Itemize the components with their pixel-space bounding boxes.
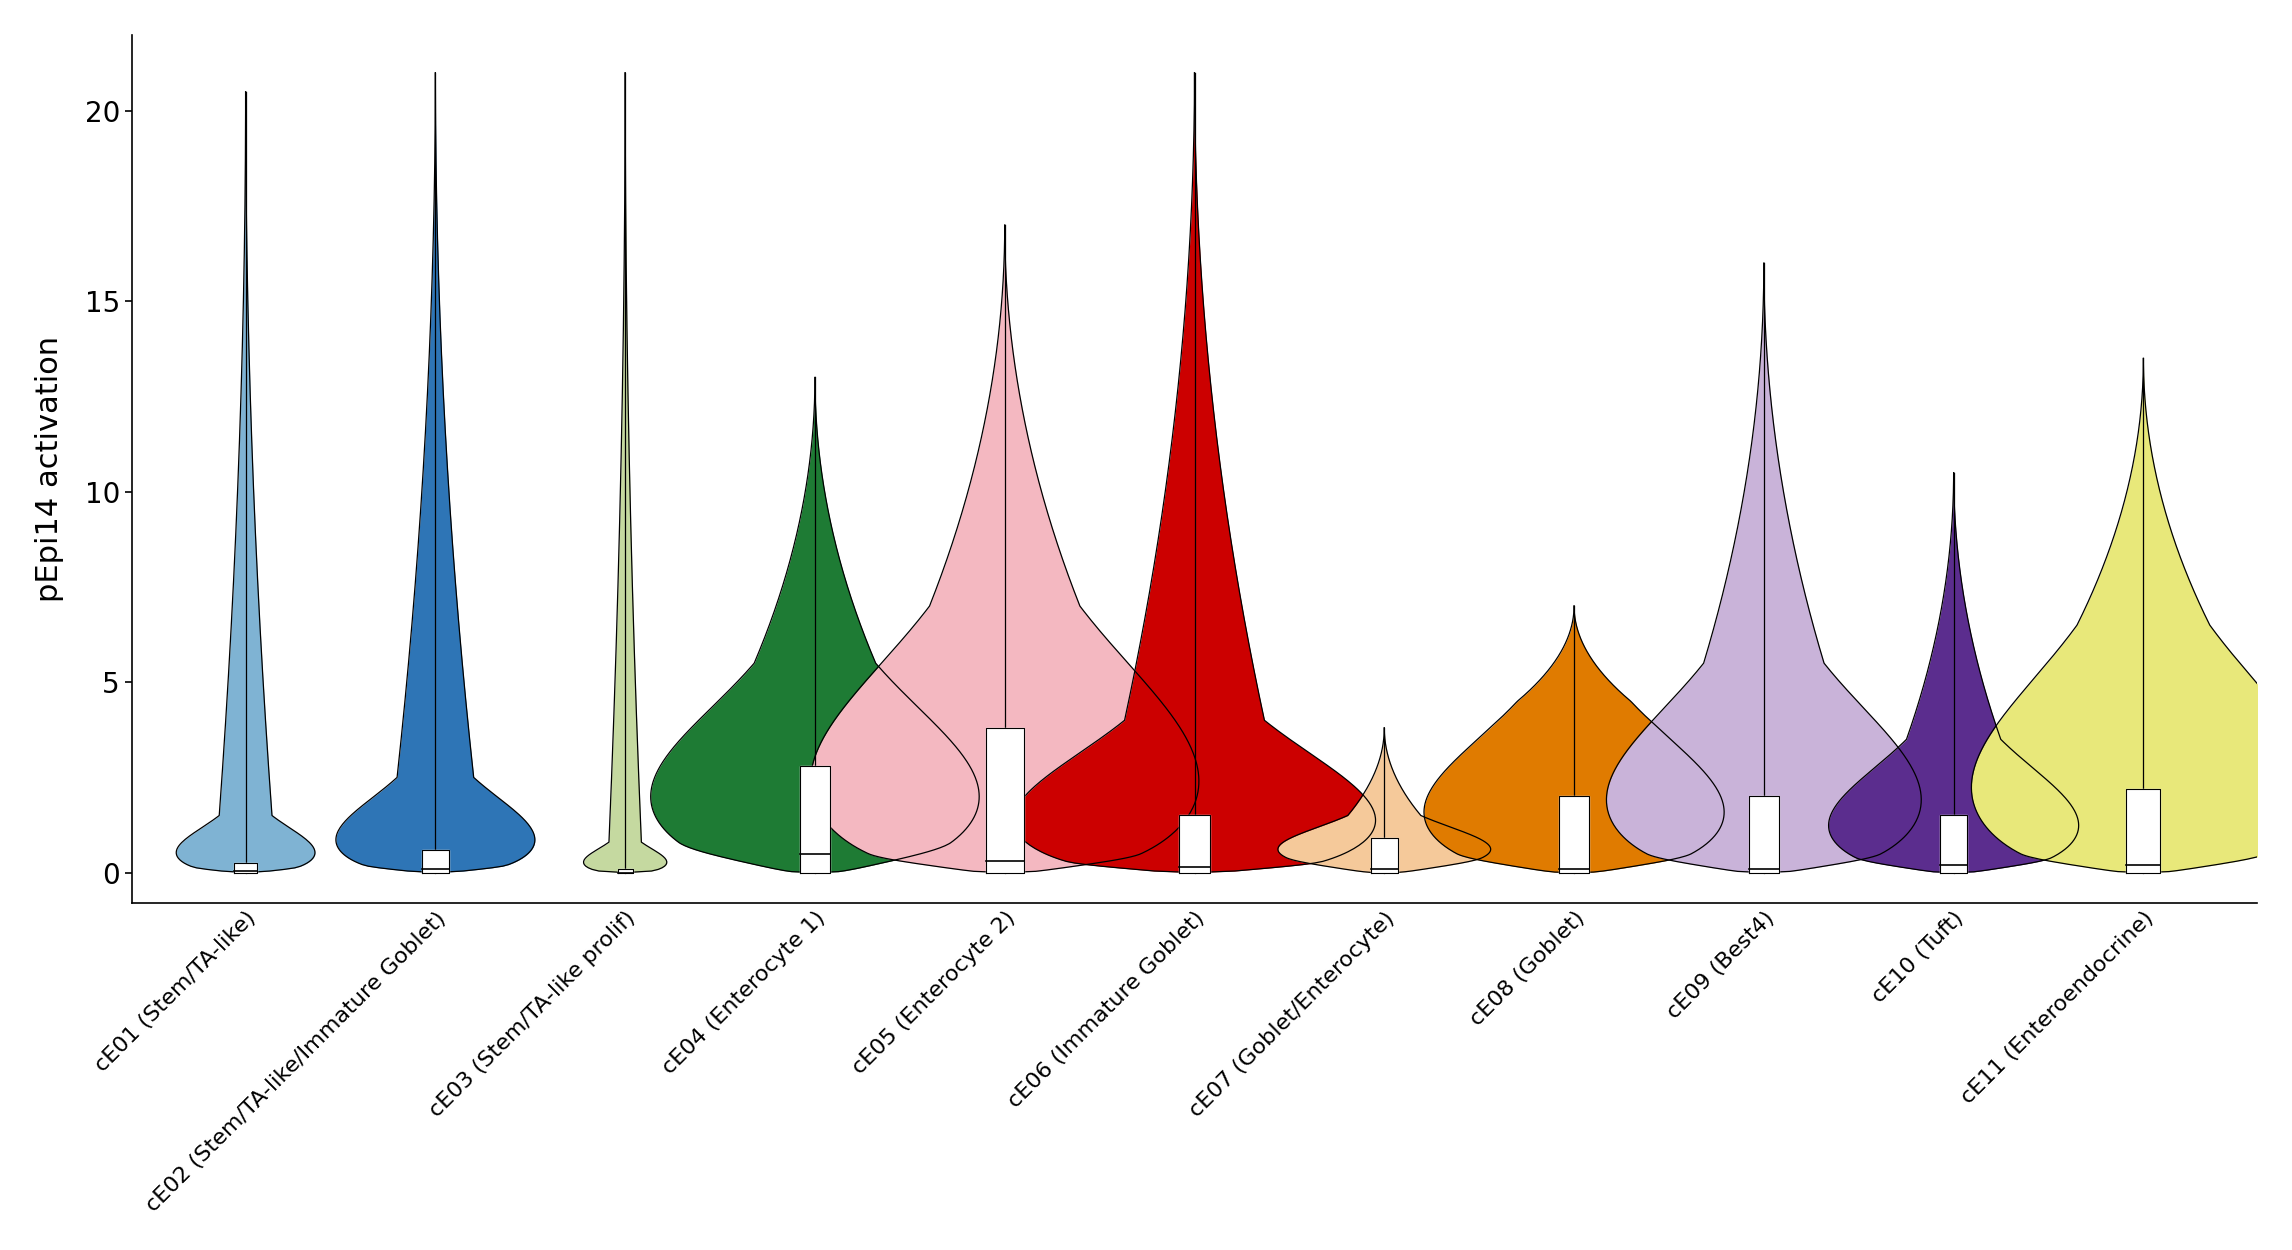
- Polygon shape: [1371, 839, 1398, 872]
- Polygon shape: [234, 862, 257, 872]
- Polygon shape: [1559, 796, 1588, 872]
- Polygon shape: [1180, 815, 1210, 872]
- Polygon shape: [800, 766, 830, 872]
- Polygon shape: [617, 869, 633, 872]
- Polygon shape: [422, 850, 449, 872]
- Y-axis label: pEpi14 activation: pEpi14 activation: [34, 336, 64, 602]
- Polygon shape: [1749, 796, 1779, 872]
- Polygon shape: [986, 728, 1025, 872]
- Polygon shape: [1941, 815, 1967, 872]
- Polygon shape: [2127, 789, 2161, 872]
